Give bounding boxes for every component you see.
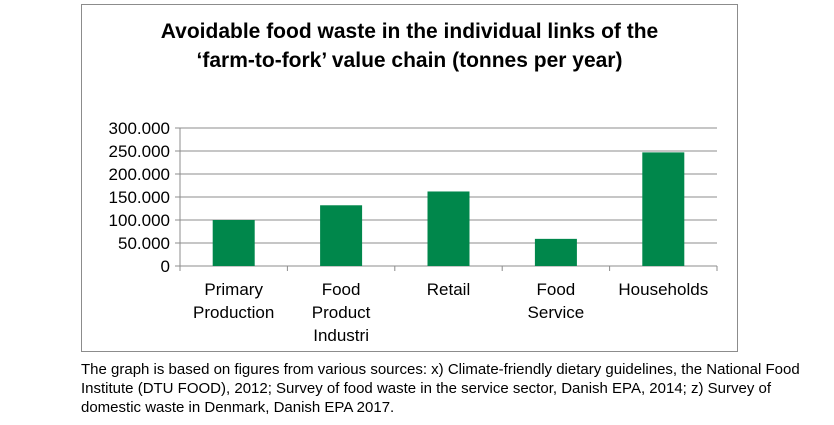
source-caption: The graph is based on figures from vario… [81, 361, 800, 416]
x-category-label: Food Product Industri [312, 280, 371, 345]
bar [534, 238, 577, 266]
chart-frame: Avoidable food waste in the individual l… [81, 4, 738, 352]
bar-chart: 0 50.000 100.000 150.000 200.000 250.000 300.0… [109, 119, 718, 345]
x-category-label: Households [618, 280, 708, 299]
x-category-label-line: Retail [427, 280, 470, 299]
bar [320, 205, 363, 266]
x-category-label-line: Production [193, 303, 274, 322]
y-tick-label: 150.000 [109, 188, 170, 207]
x-category-label: Retail [427, 280, 470, 299]
x-category-label-line: Primary [204, 280, 263, 299]
bar [427, 191, 470, 266]
x-category-label-line: Households [618, 280, 708, 299]
x-category-label-line: Product [312, 303, 371, 322]
x-category-label-line: Food [322, 280, 361, 299]
chart-title: Avoidable food waste in the individual l… [160, 20, 659, 72]
bar [212, 220, 255, 266]
x-category-label-line: Food [537, 280, 576, 299]
y-tick-label: 300.000 [109, 119, 170, 138]
y-tick-label: 50.000 [118, 234, 170, 253]
y-tick-label: 200.000 [109, 165, 170, 184]
x-category-label-line: Service [528, 303, 585, 322]
y-tick-label: 250.000 [109, 142, 170, 161]
x-category-label: Food Service [528, 280, 585, 322]
x-category-label: Primary Production [193, 280, 274, 322]
x-category-label-line: Industri [313, 326, 369, 345]
bar [642, 152, 685, 266]
y-tick-label: 100.000 [109, 211, 170, 230]
y-tick-label: 0 [161, 257, 170, 276]
